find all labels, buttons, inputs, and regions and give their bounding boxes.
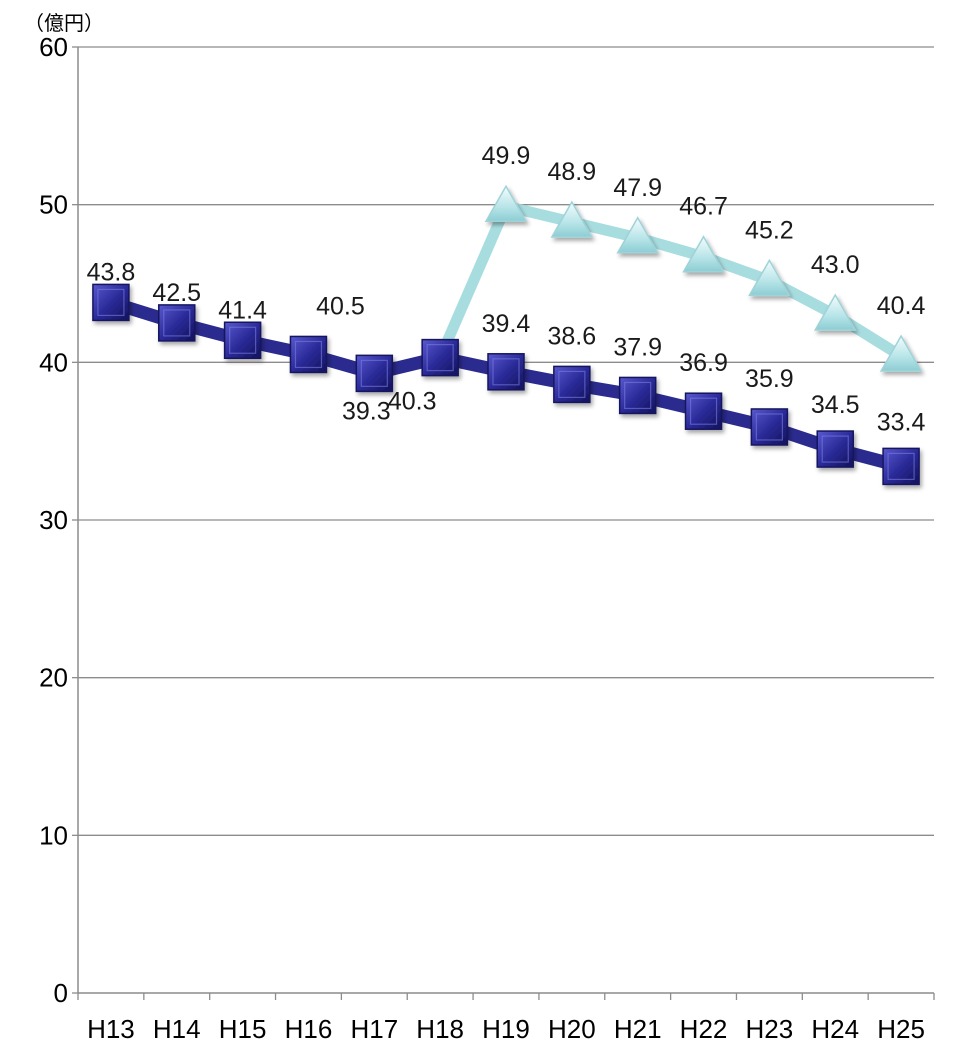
series-1-data-label: 40.3 (388, 388, 437, 416)
square-marker (92, 283, 130, 322)
series-2-data-label: 47.9 (613, 174, 662, 202)
y-axis-unit-label: （億円） (24, 11, 104, 35)
square-marker-bevel (689, 397, 718, 425)
series-1-marker (158, 304, 196, 342)
square-marker-bevel (97, 288, 125, 317)
x-tick-label: H18 (416, 1014, 464, 1044)
series-1-data-label: 39.4 (482, 310, 531, 338)
y-tick-label: 20 (39, 663, 68, 693)
series-2-marker (550, 200, 594, 238)
series-1-data-label: 36.9 (679, 349, 728, 377)
square-marker (684, 392, 723, 430)
square-marker (882, 447, 920, 486)
series-2-marker (813, 293, 857, 331)
series-1-marker (421, 338, 459, 377)
triangle-marker (484, 184, 528, 222)
x-tick-label: H21 (614, 1014, 662, 1044)
series-1-marker (92, 283, 130, 322)
series-1-marker (618, 376, 657, 415)
triangle-marker (748, 258, 791, 297)
triangle-marker (813, 293, 857, 331)
triangle-marker (879, 334, 923, 372)
series-1-marker (882, 447, 920, 486)
square-marker-bevel (821, 435, 849, 463)
square-marker (421, 338, 459, 377)
y-tick-label: 30 (39, 505, 68, 535)
square-marker-bevel (624, 381, 652, 410)
series-1-marker (223, 321, 262, 360)
series-2-data-label: 46.7 (679, 193, 728, 221)
series-2-marker (748, 258, 791, 297)
square-marker-bevel (558, 370, 586, 399)
square-marker (223, 321, 262, 360)
series-1-marker (289, 335, 328, 374)
square-marker-bevel (887, 452, 915, 480)
series-2-data-label: 45.2 (745, 216, 794, 244)
series-1-data-label: 37.9 (613, 333, 662, 361)
triangle-marker (616, 216, 659, 254)
series-2-data-label: 43.0 (811, 251, 860, 279)
series-1-data-label: 43.8 (87, 258, 136, 286)
series-1-marker (816, 430, 854, 468)
x-tick-label: H23 (746, 1014, 794, 1044)
series-1-data-label: 35.9 (745, 365, 794, 393)
series-1-marker (750, 408, 789, 446)
square-marker (355, 354, 394, 393)
x-tick-label: H20 (548, 1014, 596, 1044)
y-tick-label: 10 (39, 820, 68, 850)
square-marker (158, 304, 196, 342)
square-marker-bevel (492, 358, 520, 386)
square-marker (750, 408, 789, 446)
series-1-data-label: 40.5 (316, 292, 365, 320)
square-marker-bevel (163, 309, 191, 337)
x-tick-label: H14 (153, 1014, 201, 1044)
triangle-marker (682, 235, 725, 273)
series-1-marker (355, 354, 394, 393)
square-marker-bevel (360, 359, 388, 387)
x-tick-label: H24 (811, 1014, 859, 1044)
series-2-data-label: 48.9 (548, 158, 597, 186)
square-marker-bevel (294, 340, 323, 369)
square-marker-bevel (229, 326, 257, 354)
series-1-marker (487, 353, 525, 391)
series-2-marker (616, 216, 659, 254)
series-2-marker (484, 184, 528, 222)
y-tick-label: 40 (39, 347, 68, 377)
square-marker (289, 335, 328, 374)
x-tick-label: H22 (680, 1014, 728, 1044)
y-tick-label: 0 (54, 978, 68, 1008)
y-tick-label: 60 (39, 32, 68, 62)
series-1-marker (553, 365, 591, 404)
square-marker-bevel (755, 413, 783, 441)
square-marker (618, 376, 657, 415)
series-1-data-label: 34.5 (811, 391, 860, 419)
x-tick-label: H13 (87, 1014, 135, 1044)
x-tick-label: H17 (350, 1014, 398, 1044)
series-1-data-label: 42.5 (152, 279, 201, 307)
series-1-data-label: 41.4 (218, 296, 267, 324)
series-2-data-label: 49.9 (482, 142, 531, 170)
x-tick-label: H19 (482, 1014, 530, 1044)
x-tick-label: H15 (219, 1014, 267, 1044)
x-tick-label: H25 (877, 1014, 925, 1044)
series-1-data-label: 39.3 (342, 397, 391, 425)
series-1-marker (684, 392, 723, 430)
square-marker (487, 353, 525, 391)
square-marker (816, 430, 854, 468)
triangle-marker (550, 200, 594, 238)
series-1-data-label: 38.6 (548, 322, 597, 350)
square-marker-bevel (426, 344, 454, 372)
y-tick-label: 50 (39, 190, 68, 220)
square-marker (553, 365, 591, 404)
x-tick-label: H16 (285, 1014, 333, 1044)
series-1-data-label: 33.4 (877, 408, 926, 436)
series-2-data-label: 40.4 (877, 292, 926, 320)
series-2-marker (682, 235, 725, 273)
series-2-marker (879, 334, 923, 372)
